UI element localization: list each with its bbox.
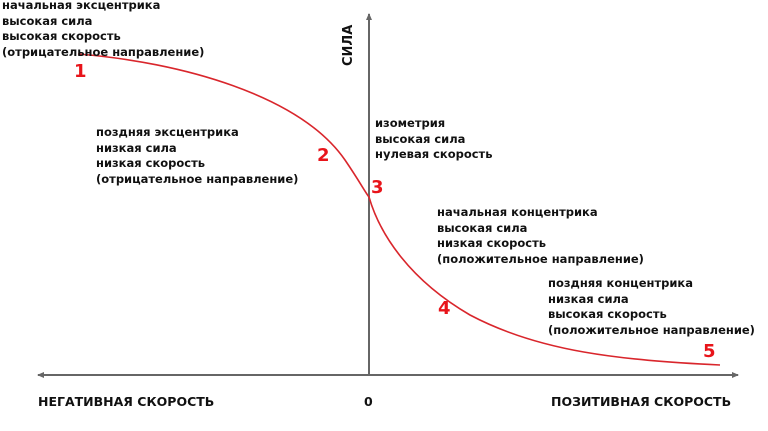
annotation-line: низкая сила	[96, 140, 177, 155]
annotation-line: нулевая скорость	[375, 147, 493, 161]
point-label-1: 1	[74, 61, 87, 82]
x-axis-negative-label: НЕГАТИВНАЯ СКОРОСТЬ	[38, 394, 215, 409]
annotation-line: высокая скорость	[2, 29, 121, 43]
annotation-line: поздняя концентрика	[548, 276, 693, 290]
annotation-line: начальная эксцентрика	[2, 0, 161, 12]
annotation-early-concentric: начальная концентрика высокая сила низка…	[437, 205, 644, 267]
annotation-line: высокая сила	[375, 131, 466, 146]
annotation-line: высокая сила	[437, 220, 528, 235]
annotation-line: (положительное направление)	[548, 322, 755, 337]
annotation-line: (отрицательное направление)	[2, 44, 205, 59]
annotation-line: начальная концентрика	[437, 205, 598, 219]
annotation-late-eccentric: поздняя эксцентрика низкая сила низкая с…	[96, 125, 298, 187]
annotation-late-concentric: поздняя концентрика низкая сила высокая …	[548, 276, 755, 338]
annotation-line: изометрия	[375, 116, 446, 130]
annotation-early-eccentric: начальная эксцентрика высокая сила высок…	[2, 0, 204, 60]
annotation-line: высокая скорость	[548, 307, 667, 321]
point-label-4: 4	[438, 298, 451, 319]
point-label-5: 5	[703, 341, 716, 362]
annotation-line: низкая скорость	[437, 236, 547, 250]
point-label-2: 2	[317, 145, 330, 166]
x-axis-origin-label: 0	[364, 394, 373, 409]
annotation-line: (положительное направление)	[437, 251, 644, 266]
annotation-line: высокая сила	[2, 13, 93, 28]
point-label-3: 3	[371, 177, 384, 198]
annotation-line: низкая сила	[548, 291, 629, 306]
x-axis-positive-label: ПОЗИТИВНАЯ СКОРОСТЬ	[551, 394, 732, 409]
annotation-line: низкая скорость	[96, 156, 206, 170]
annotation-isometry: изометрия высокая сила нулевая скорость	[375, 116, 493, 163]
annotation-line: поздняя эксцентрика	[96, 125, 239, 139]
force-velocity-curve	[77, 53, 721, 366]
y-axis-label: СИЛА	[341, 24, 356, 66]
annotation-line: (отрицательное направление)	[96, 171, 299, 186]
